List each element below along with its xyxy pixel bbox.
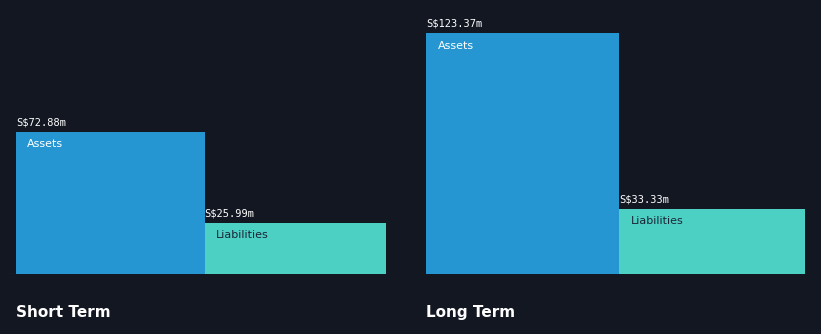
- Text: Liabilities: Liabilities: [631, 216, 684, 226]
- Bar: [16, 132, 204, 274]
- Text: Long Term: Long Term: [426, 305, 516, 320]
- Text: Assets: Assets: [438, 41, 475, 51]
- Text: Short Term: Short Term: [16, 305, 110, 320]
- Bar: [619, 209, 805, 274]
- Text: S$33.33m: S$33.33m: [619, 194, 669, 204]
- Text: S$25.99m: S$25.99m: [204, 208, 255, 218]
- Bar: [204, 223, 386, 274]
- Bar: [426, 33, 619, 274]
- Text: Assets: Assets: [27, 139, 63, 149]
- Text: Liabilities: Liabilities: [216, 230, 268, 240]
- Text: S$123.37m: S$123.37m: [426, 19, 483, 29]
- Text: S$72.88m: S$72.88m: [16, 117, 66, 127]
